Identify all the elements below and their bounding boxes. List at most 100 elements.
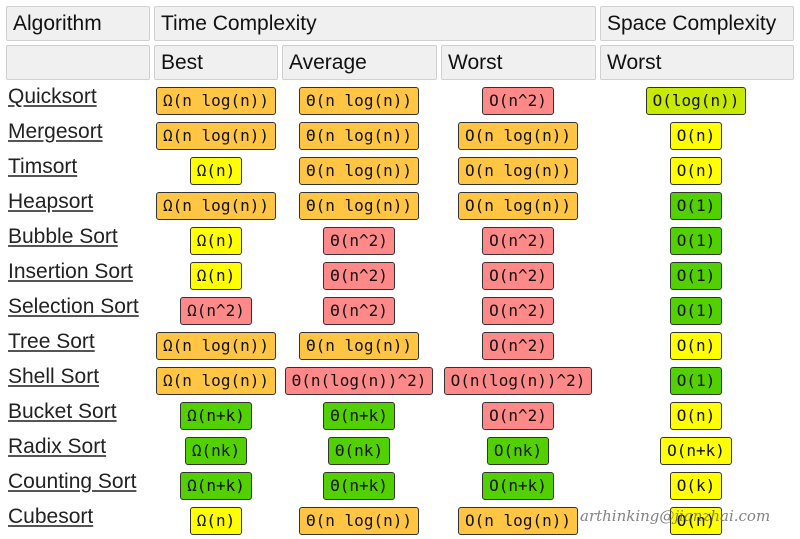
- worst-complexity-badge: O(n log(n)): [458, 156, 578, 185]
- space-complexity-badge: O(1): [669, 296, 723, 325]
- worst-cell: O(n log(n)): [418, 118, 618, 153]
- header-worst: Worst: [441, 45, 596, 80]
- average-complexity-badge: Θ(n+k): [323, 471, 395, 500]
- average-cell: Θ(n^2): [259, 293, 459, 328]
- table-row: Tree Sort Ω(n log(n)) Θ(n log(n)) O(n^2) O(n…: [0, 328, 800, 363]
- average-complexity-badge: Θ(n log(n)): [299, 121, 419, 150]
- best-cell: Ω(n log(n)): [116, 118, 316, 153]
- header-space-worst: Worst: [600, 45, 794, 80]
- space-cell: O(1): [596, 363, 796, 398]
- header-average: Average: [282, 45, 437, 80]
- best-cell: Ω(n): [116, 503, 316, 538]
- table-row: Mergesort Ω(n log(n)) Θ(n log(n)) O(n log(n…: [0, 118, 800, 153]
- worst-cell: O(n(log(n))^2): [418, 363, 618, 398]
- worst-complexity-badge: O(n log(n)): [458, 121, 578, 150]
- average-cell: Θ(n log(n)): [259, 503, 459, 538]
- space-complexity-badge: O(n): [669, 506, 723, 535]
- space-complexity-badge: O(n): [669, 331, 723, 360]
- worst-cell: O(n log(n)): [418, 153, 618, 188]
- algorithm-link[interactable]: Mergesort: [8, 120, 103, 143]
- average-cell: Θ(n^2): [259, 258, 459, 293]
- average-cell: Θ(n log(n)): [259, 153, 459, 188]
- worst-cell: O(n^2): [418, 328, 618, 363]
- best-cell: Ω(n log(n)): [116, 363, 316, 398]
- best-complexity-badge: Ω(n^2): [180, 296, 252, 325]
- worst-cell: O(n log(n)): [418, 503, 618, 538]
- best-cell: Ω(n): [116, 153, 316, 188]
- space-complexity-badge: O(1): [669, 261, 723, 290]
- algorithm-link[interactable]: Counting Sort: [8, 470, 137, 493]
- best-complexity-badge: Ω(n log(n)): [156, 86, 276, 115]
- worst-cell: O(n^2): [418, 398, 618, 433]
- best-cell: Ω(n+k): [116, 468, 316, 503]
- space-cell: O(1): [596, 293, 796, 328]
- best-cell: Ω(nk): [116, 433, 316, 468]
- algorithm-link[interactable]: Tree Sort: [8, 330, 95, 353]
- algorithm-link[interactable]: Quicksort: [8, 85, 97, 108]
- best-complexity-badge: Ω(n log(n)): [156, 191, 276, 220]
- space-cell: O(1): [596, 223, 796, 258]
- worst-complexity-badge: O(nk): [486, 436, 550, 465]
- table-row: Selection Sort Ω(n^2) Θ(n^2) O(n^2) O(1): [0, 293, 800, 328]
- algorithm-link[interactable]: Bucket Sort: [8, 400, 117, 423]
- best-cell: Ω(n log(n)): [116, 328, 316, 363]
- average-complexity-badge: Θ(nk): [327, 436, 391, 465]
- worst-complexity-badge: O(n^2): [482, 261, 554, 290]
- algorithm-link[interactable]: Radix Sort: [8, 435, 107, 458]
- worst-complexity-badge: O(n(log(n))^2): [443, 366, 593, 395]
- table-row: Cubesort Ω(n) Θ(n log(n)) O(n log(n)) O(n): [0, 503, 800, 538]
- space-complexity-badge: O(1): [669, 191, 723, 220]
- header-best: Best: [154, 45, 278, 80]
- best-cell: Ω(n): [116, 223, 316, 258]
- best-complexity-badge: Ω(n): [189, 226, 243, 255]
- worst-cell: O(n^2): [418, 223, 618, 258]
- space-cell: O(1): [596, 188, 796, 223]
- table-row: Heapsort Ω(n log(n)) Θ(n log(n)) O(n log(n)…: [0, 188, 800, 223]
- best-complexity-badge: Ω(n log(n)): [156, 366, 276, 395]
- worst-complexity-badge: O(n^2): [482, 226, 554, 255]
- best-complexity-badge: Ω(n): [189, 261, 243, 290]
- worst-cell: O(n^2): [418, 293, 618, 328]
- algorithm-link[interactable]: Insertion Sort: [8, 260, 133, 283]
- space-cell: O(n): [596, 118, 796, 153]
- header-time-complexity: Time Complexity: [154, 6, 596, 41]
- worst-cell: O(nk): [418, 433, 618, 468]
- average-complexity-badge: Θ(n^2): [323, 261, 395, 290]
- best-cell: Ω(n): [116, 258, 316, 293]
- average-complexity-badge: Θ(n log(n)): [299, 331, 419, 360]
- header-space-complexity: Space Complexity: [600, 6, 794, 41]
- worst-complexity-badge: O(n log(n)): [458, 506, 578, 535]
- best-complexity-badge: Ω(nk): [184, 436, 248, 465]
- best-cell: Ω(n^2): [116, 293, 316, 328]
- average-complexity-badge: Θ(n log(n)): [299, 191, 419, 220]
- average-cell: Θ(n+k): [259, 468, 459, 503]
- average-cell: Θ(n^2): [259, 223, 459, 258]
- table-row: Shell Sort Ω(n log(n)) Θ(n(log(n))^2) O(n(l…: [0, 363, 800, 398]
- space-cell: O(log(n)): [596, 83, 796, 118]
- average-cell: Θ(nk): [259, 433, 459, 468]
- header-algorithm: Algorithm: [6, 6, 150, 41]
- algorithm-link[interactable]: Bubble Sort: [8, 225, 118, 248]
- average-cell: Θ(n log(n)): [259, 328, 459, 363]
- watermark: arthinking@jianzhai.com: [580, 507, 771, 525]
- space-complexity-badge: O(1): [669, 366, 723, 395]
- algorithm-link[interactable]: Cubesort: [8, 505, 94, 528]
- worst-cell: O(n^2): [418, 258, 618, 293]
- worst-complexity-badge: O(n^2): [482, 86, 554, 115]
- space-cell: O(n): [596, 153, 796, 188]
- best-complexity-badge: Ω(n log(n)): [156, 331, 276, 360]
- algorithm-link[interactable]: Selection Sort: [8, 295, 139, 318]
- algorithm-link[interactable]: Shell Sort: [8, 365, 100, 388]
- space-cell: O(n): [596, 398, 796, 433]
- average-cell: Θ(n log(n)): [259, 83, 459, 118]
- average-complexity-badge: Θ(n^2): [323, 296, 395, 325]
- average-complexity-badge: Θ(n+k): [323, 401, 395, 430]
- table-row: Bucket Sort Ω(n+k) Θ(n+k) O(n^2) O(n): [0, 398, 800, 433]
- table-row: Bubble Sort Ω(n) Θ(n^2) O(n^2) O(1): [0, 223, 800, 258]
- best-complexity-badge: Ω(n+k): [180, 471, 252, 500]
- space-cell: O(1): [596, 258, 796, 293]
- algorithm-link[interactable]: Heapsort: [8, 190, 94, 213]
- algorithm-link[interactable]: Timsort: [8, 155, 78, 178]
- worst-complexity-badge: O(n^2): [482, 401, 554, 430]
- table-row: Insertion Sort Ω(n) Θ(n^2) O(n^2) O(1): [0, 258, 800, 293]
